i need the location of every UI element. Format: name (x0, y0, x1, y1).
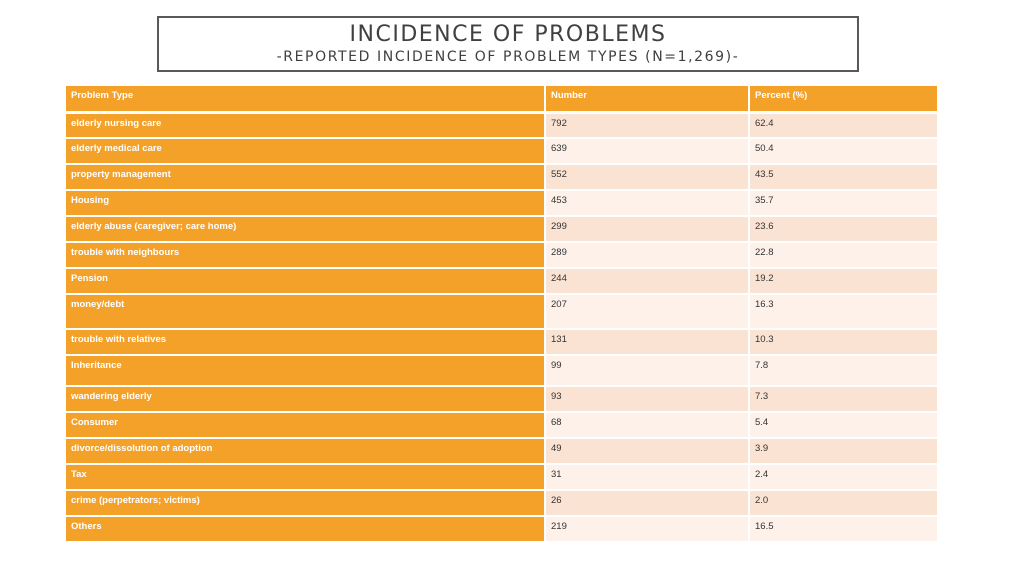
cell-number: 639 (544, 138, 749, 165)
table-row: divorce/dissolution of adoption 49 3.9 (66, 438, 937, 465)
table-row: Inheritance 99 7.8 (66, 355, 937, 387)
cell-problem-type: Housing (66, 190, 545, 217)
cell-percent: 50.4 (748, 138, 937, 165)
cell-percent: 2.4 (748, 464, 937, 491)
cell-problem-type: divorce/dissolution of adoption (66, 438, 545, 465)
problem-incidence-table: Problem Type Number Percent (%) elderly … (66, 86, 937, 543)
cell-number: 244 (544, 268, 749, 295)
cell-percent: 3.9 (748, 438, 937, 465)
cell-problem-type: Inheritance (66, 355, 545, 387)
cell-problem-type: elderly nursing care (66, 112, 545, 139)
cell-percent: 22.8 (748, 242, 937, 269)
cell-percent: 43.5 (748, 164, 937, 191)
cell-percent: 10.3 (748, 329, 937, 356)
cell-percent: 5.4 (748, 412, 937, 439)
page-title: INCIDENCE OF PROBLEMS (349, 22, 667, 47)
cell-percent: 62.4 (748, 112, 937, 139)
title-box: INCIDENCE OF PROBLEMS -REPORTED INCIDENC… (157, 16, 859, 72)
cell-problem-type: wandering elderly (66, 386, 545, 413)
cell-problem-type: Tax (66, 464, 545, 491)
cell-percent: 35.7 (748, 190, 937, 217)
header-number: Number (544, 86, 749, 114)
cell-percent: 7.3 (748, 386, 937, 413)
cell-percent: 23.6 (748, 216, 937, 243)
cell-percent: 16.5 (748, 516, 937, 543)
cell-number: 26 (544, 490, 749, 517)
cell-percent: 16.3 (748, 294, 937, 330)
cell-percent: 7.8 (748, 355, 937, 387)
header-percent: Percent (%) (748, 86, 937, 114)
table-row: wandering elderly 93 7.3 (66, 386, 937, 413)
cell-problem-type: Others (66, 516, 545, 543)
cell-problem-type: trouble with neighbours (66, 242, 545, 269)
cell-percent: 19.2 (748, 268, 937, 295)
cell-problem-type: Consumer (66, 412, 545, 439)
table-row: Pension 244 19.2 (66, 268, 937, 295)
table-row: elderly nursing care 792 62.4 (66, 112, 937, 139)
cell-number: 99 (544, 355, 749, 387)
table-row: Others 219 16.5 (66, 516, 937, 543)
cell-problem-type: money/debt (66, 294, 545, 330)
cell-number: 792 (544, 112, 749, 139)
cell-number: 131 (544, 329, 749, 356)
cell-number: 93 (544, 386, 749, 413)
table-row: Housing 453 35.7 (66, 190, 937, 217)
cell-problem-type: trouble with relatives (66, 329, 545, 356)
table-row: trouble with neighbours 289 22.8 (66, 242, 937, 269)
table-row: elderly abuse (caregiver; care home) 299… (66, 216, 937, 243)
cell-problem-type: Pension (66, 268, 545, 295)
cell-problem-type: elderly medical care (66, 138, 545, 165)
cell-number: 68 (544, 412, 749, 439)
header-problem-type: Problem Type (66, 86, 545, 114)
cell-problem-type: elderly abuse (caregiver; care home) (66, 216, 545, 243)
cell-percent: 2.0 (748, 490, 937, 517)
cell-number: 219 (544, 516, 749, 543)
cell-number: 299 (544, 216, 749, 243)
table-row: trouble with relatives 131 10.3 (66, 329, 937, 356)
cell-number: 31 (544, 464, 749, 491)
cell-number: 207 (544, 294, 749, 330)
table-header-row: Problem Type Number Percent (%) (66, 86, 937, 114)
cell-number: 453 (544, 190, 749, 217)
table-row: elderly medical care 639 50.4 (66, 138, 937, 165)
cell-number: 289 (544, 242, 749, 269)
cell-number: 552 (544, 164, 749, 191)
cell-problem-type: crime (perpetrators; victims) (66, 490, 545, 517)
page-subtitle: -REPORTED INCIDENCE OF PROBLEM TYPES (N=… (276, 49, 740, 65)
table-row: crime (perpetrators; victims) 26 2.0 (66, 490, 937, 517)
cell-number: 49 (544, 438, 749, 465)
table-row: Tax 31 2.4 (66, 464, 937, 491)
cell-problem-type: property management (66, 164, 545, 191)
table-row: money/debt 207 16.3 (66, 294, 937, 330)
table-row: Consumer 68 5.4 (66, 412, 937, 439)
table-row: property management 552 43.5 (66, 164, 937, 191)
